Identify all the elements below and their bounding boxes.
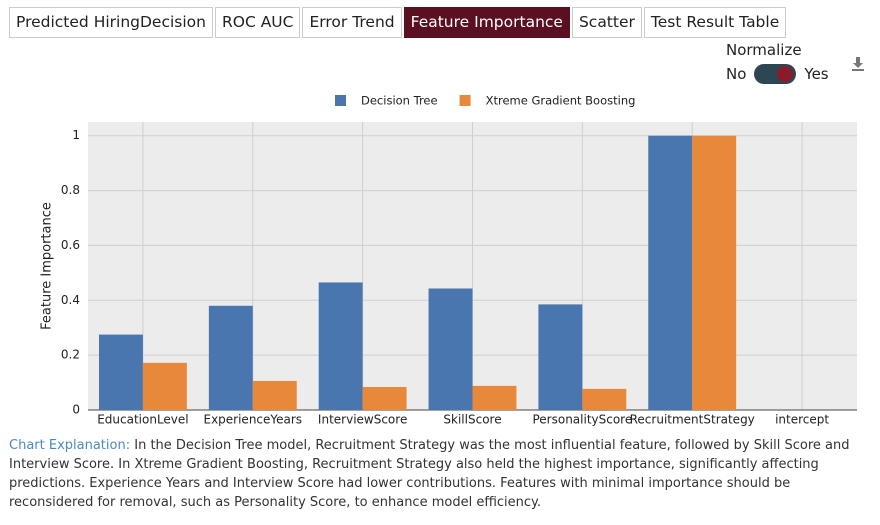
- normalize-label: Normalize: [726, 41, 802, 59]
- x-tick-label: PersonalityScore: [532, 413, 632, 427]
- bar: [692, 135, 737, 410]
- x-tick-label: RecruitmentStrategy: [630, 413, 755, 427]
- bar: [208, 305, 253, 410]
- x-tick-label: SkillScore: [443, 413, 501, 427]
- tab[interactable]: Predicted HiringDecision: [9, 7, 213, 38]
- y-tick-label: 0.2: [61, 348, 80, 362]
- explanation-label: Chart Explanation:: [9, 438, 131, 453]
- tab[interactable]: Error Trend: [302, 7, 402, 38]
- tab[interactable]: ROC AUC: [214, 7, 301, 38]
- explanation-text: In the Decision Tree model, Recruitment …: [9, 438, 850, 510]
- tab[interactable]: Feature Importance: [403, 7, 570, 38]
- chart-explanation: Chart Explanation: In the Decision Tree …: [9, 436, 877, 512]
- normalize-switch[interactable]: [754, 64, 797, 84]
- toggle-off-label: No: [726, 65, 747, 83]
- y-tick-label: 0.4: [61, 293, 80, 307]
- download-icon[interactable]: [851, 56, 865, 72]
- bar: [582, 388, 627, 410]
- bar: [648, 135, 693, 410]
- x-tick-label: intercept: [775, 413, 829, 427]
- bar: [98, 334, 143, 410]
- legend-swatch: [335, 95, 346, 106]
- bar: [142, 362, 187, 410]
- tab-bar: Predicted HiringDecision ROC AUC Error Tre…: [9, 7, 787, 38]
- legend-label: Decision Tree: [361, 94, 438, 108]
- x-tick-label: InterviewScore: [318, 413, 407, 427]
- bar: [362, 386, 407, 410]
- y-tick-label: 1: [72, 128, 80, 142]
- bar: [318, 282, 363, 410]
- bar: [428, 288, 473, 410]
- y-tick-label: 0: [72, 403, 80, 417]
- toggle-on-label: Yes: [804, 65, 829, 83]
- tab[interactable]: Test Result Table: [643, 7, 787, 38]
- chart: 0 0.2 0.4 0.6 0.8 1 EducationLevel ExperienceYe…: [40, 94, 857, 427]
- bar: [472, 385, 517, 410]
- switch-knob: [777, 66, 794, 82]
- y-tick-label: 0.8: [61, 183, 80, 197]
- normalize-toggle-row: No Yes: [726, 64, 829, 84]
- x-tick-label: EducationLevel: [97, 413, 188, 427]
- y-axis-label: Feature Importance: [40, 202, 55, 330]
- y-tick-label: 0.6: [61, 238, 80, 252]
- bar: [252, 380, 297, 410]
- legend-label: Xtreme Gradient Boosting: [486, 94, 636, 108]
- tab[interactable]: Scatter: [571, 7, 642, 38]
- bar: [538, 304, 583, 410]
- x-tick-label: ExperienceYears: [203, 413, 302, 427]
- legend-swatch: [459, 95, 471, 106]
